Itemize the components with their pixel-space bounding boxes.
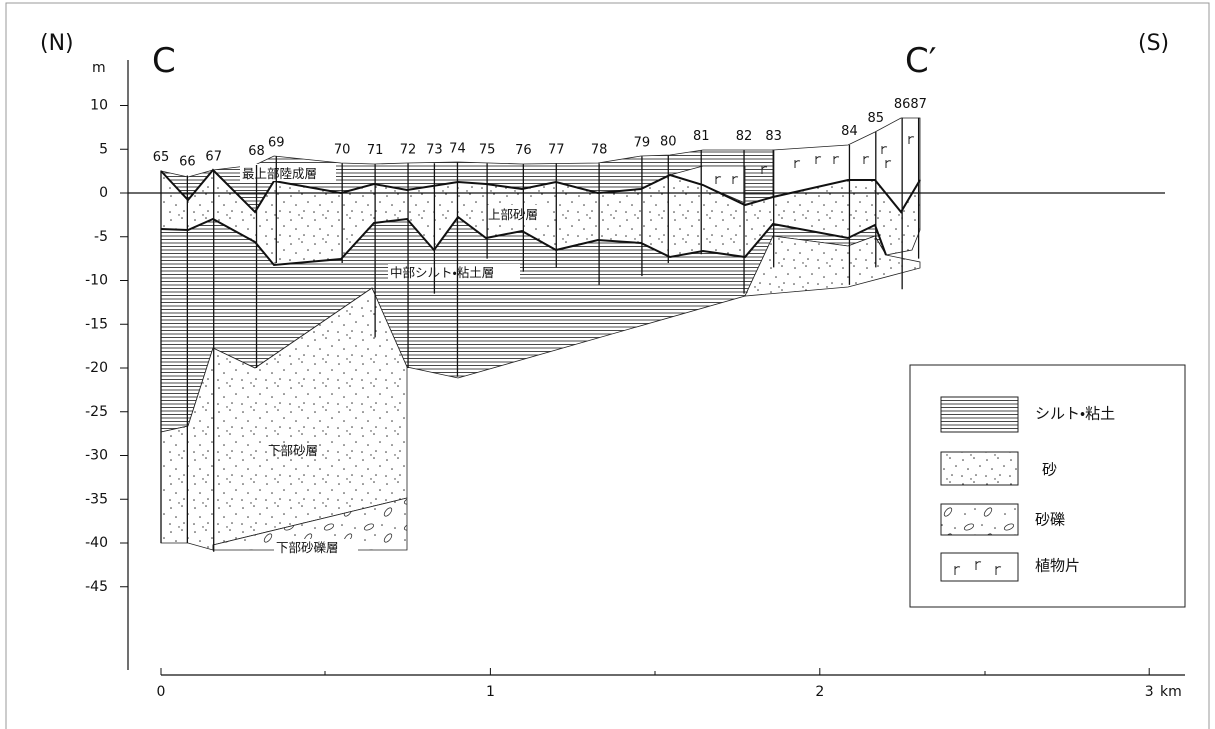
borehole-label: 70 <box>334 142 351 157</box>
borehole-label: 68 <box>248 144 265 159</box>
page: {"header": {"north": "(N)", "south": "(S… <box>0 0 1215 729</box>
legend-swatch <box>941 452 1018 485</box>
y-tick-label: 10 <box>90 98 108 114</box>
borehole-label: 72 <box>400 142 417 157</box>
y-tick-label: -30 <box>85 448 108 464</box>
borehole-label: 67 <box>205 149 222 164</box>
layer-label: 最上部陸成層 <box>242 166 317 181</box>
borehole-label: 84 <box>841 124 858 139</box>
section-start: C <box>152 41 176 81</box>
borehole-label: 76 <box>515 143 532 158</box>
legend-label: 砂 <box>1042 461 1057 479</box>
y-tick-label: -15 <box>85 316 108 332</box>
north-label: (N) <box>40 31 74 56</box>
legend-label: 植物片 <box>1035 557 1080 575</box>
borehole-label: 83 <box>765 129 782 144</box>
cross-section: (N) (S) C C′ m km 最上部陸成層 上部砂層 中部シルト・粘 <box>0 0 1215 729</box>
y-tick-label: -40 <box>85 535 108 551</box>
borehole-label: 73 <box>426 142 443 157</box>
south-label: (S) <box>1138 31 1169 56</box>
y-tick-label: -10 <box>85 273 108 289</box>
x-tick-label: 1 <box>486 684 495 700</box>
borehole-label: 85 <box>868 111 885 126</box>
y-tick-label: -45 <box>85 579 108 595</box>
borehole-label: 80 <box>660 134 677 149</box>
borehole-label: 65 <box>153 150 170 165</box>
layer-label: 下部砂礫層 <box>276 540 339 555</box>
borehole-label: 69 <box>268 135 285 150</box>
y-unit: m <box>92 60 106 76</box>
legend-swatch <box>941 504 1018 535</box>
y-tick-label: 0 <box>99 185 108 201</box>
y-tick-label: -35 <box>85 491 108 507</box>
borehole-label: 82 <box>736 129 753 144</box>
borehole-label: 87 <box>910 97 927 112</box>
borehole-label: 78 <box>591 142 608 157</box>
layers <box>161 118 920 550</box>
y-tick-label: -25 <box>85 404 108 420</box>
y-tick-label: 5 <box>99 141 108 157</box>
borehole-label: 81 <box>693 129 710 144</box>
borehole-label: 77 <box>548 142 565 157</box>
legend-label: シルト・粘土 <box>1035 405 1115 423</box>
borehole-label: 66 <box>179 155 196 170</box>
borehole-label: 79 <box>634 135 651 150</box>
layer-label: 下部砂層 <box>268 443 318 458</box>
legend-swatch <box>941 553 1018 581</box>
legend-swatch <box>941 397 1018 432</box>
y-tick-label: -5 <box>94 229 108 245</box>
x-unit: km <box>1160 684 1182 700</box>
legend-label: 砂礫 <box>1035 511 1065 529</box>
legend: シルト・粘土 砂 砂礫 植物片 <box>910 365 1185 607</box>
borehole-label: 74 <box>449 141 466 156</box>
x-tick-label: 0 <box>157 684 166 700</box>
layer-label: 上部砂層 <box>488 207 538 222</box>
x-tick-label: 3 <box>1145 684 1154 700</box>
layer-label: 中部シルト・粘土層 <box>390 265 494 280</box>
x-tick-label: 2 <box>815 684 824 700</box>
borehole-label: 71 <box>367 143 384 158</box>
borehole-label: 86 <box>894 97 911 112</box>
borehole-label: 75 <box>479 142 496 157</box>
section-end: C′ <box>905 41 936 81</box>
y-tick-label: -20 <box>85 360 108 376</box>
